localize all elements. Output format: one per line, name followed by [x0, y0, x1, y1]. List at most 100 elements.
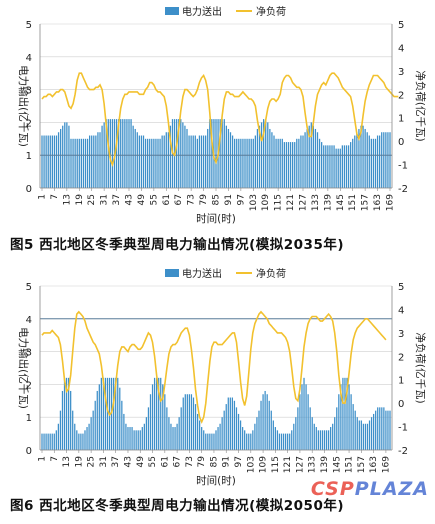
left-tick-label: 1 [26, 151, 32, 162]
x-tick-label: 43 [123, 456, 133, 467]
x-tick-label: 1 [38, 456, 48, 462]
bar-power-output [317, 430, 319, 450]
bar-power-output [276, 430, 279, 450]
bar-power-output [67, 377, 70, 450]
bar-power-output [344, 377, 346, 450]
x-tick-label: 7 [50, 456, 60, 462]
bar-power-output [289, 433, 291, 450]
bar-power-output [188, 135, 190, 188]
bar-power-output [356, 417, 358, 450]
bar-power-output [312, 125, 314, 188]
left-tick-label: 0 [26, 446, 32, 457]
x-tick-label: 103 [249, 194, 259, 211]
bar-power-output [105, 119, 107, 188]
x-tick-label: 91 [224, 194, 234, 205]
bar-power-output [323, 430, 326, 450]
bar-power-output [250, 138, 252, 188]
bar-power-output [161, 135, 163, 188]
bar-power-output [156, 377, 158, 450]
bar-power-output [379, 407, 381, 450]
x-tick-label: 19 [75, 194, 85, 206]
bar-power-output [264, 390, 266, 450]
bar-power-output [352, 404, 354, 450]
bar-power-output [323, 145, 325, 188]
bar-power-output [254, 423, 256, 450]
bar-power-output [256, 417, 258, 450]
bar-power-output [153, 138, 155, 188]
x-tick-label: 103 [246, 456, 256, 473]
figure-5-caption: 图5 西北地区冬季典型周电力输出情况(模拟2035年) [10, 237, 345, 253]
bar-power-output [80, 433, 82, 450]
x-tick-label: 19 [74, 456, 84, 468]
bar-power-output [51, 433, 53, 450]
left-tick-label: 2 [26, 118, 32, 129]
bar-power-output [292, 142, 294, 188]
bar-power-output [244, 138, 246, 188]
bar-power-output [299, 394, 301, 450]
x-tick-label: 157 [357, 456, 367, 473]
bar-power-output [190, 135, 192, 188]
bar-power-output [215, 430, 217, 450]
x-tick-label: 157 [361, 194, 371, 211]
x-tick-label: 85 [212, 194, 222, 205]
bar-power-output [332, 423, 334, 450]
x-tick-label: 67 [174, 194, 184, 205]
bar-power-output [375, 410, 377, 450]
bar-power-output [170, 423, 172, 450]
bar-power-output [41, 433, 43, 450]
bar-power-output [98, 384, 100, 450]
bar-power-output [57, 132, 60, 188]
x-tick-label: 115 [274, 194, 284, 211]
bar-power-output [86, 138, 89, 188]
bar-power-output [329, 145, 331, 188]
bar-power-output [289, 142, 292, 188]
left-tick-label: 5 [26, 20, 32, 31]
bar-power-output [341, 145, 343, 188]
bar-power-output [338, 394, 340, 450]
x-tick-label: 121 [286, 194, 296, 211]
bar-power-output [76, 430, 78, 450]
bar-power-output [258, 410, 260, 450]
bar-power-output [155, 138, 157, 188]
left-tick-label: 3 [26, 86, 32, 97]
bar-power-output [51, 135, 53, 188]
bar-power-output [101, 125, 103, 188]
bar-power-output [141, 427, 143, 450]
bar-power-output [368, 135, 370, 188]
bar-power-output [372, 413, 375, 450]
bar-power-output [63, 377, 66, 450]
x-tick-label: 115 [271, 456, 281, 473]
bar-power-output [164, 394, 166, 450]
legend-label-line: 净负荷 [256, 267, 286, 280]
bar-power-output [280, 433, 283, 450]
bar-power-output [53, 135, 56, 188]
bar-power-output [115, 377, 117, 450]
bar-power-output [192, 135, 194, 188]
bar-power-output [389, 410, 391, 450]
bar-power-output [123, 413, 125, 450]
bar-power-output [383, 407, 385, 450]
bar-power-output [362, 423, 365, 450]
bar-power-output [274, 427, 276, 450]
bar-power-output [102, 377, 105, 450]
bar-power-output [68, 125, 70, 188]
bar-power-output [282, 433, 285, 450]
bar-power-output [294, 142, 296, 188]
bar-power-output [125, 423, 127, 450]
bar-power-output [314, 128, 317, 188]
left-axis-title: 电力输出(亿千瓦) [17, 327, 30, 409]
bar-power-output [107, 119, 109, 188]
bar-power-output [160, 377, 162, 450]
bar-power-output [227, 128, 230, 188]
bar-power-output [82, 433, 84, 450]
bar-power-output [360, 125, 362, 188]
bar-power-output [360, 420, 362, 450]
bar-power-output [266, 394, 268, 450]
bar-power-output [273, 135, 275, 188]
bar-power-output [269, 128, 271, 188]
bar-power-output [221, 417, 223, 450]
bar-power-output [366, 423, 369, 450]
bar-power-output [278, 433, 281, 450]
bar-power-output [246, 433, 248, 450]
bar-power-output [209, 433, 211, 450]
